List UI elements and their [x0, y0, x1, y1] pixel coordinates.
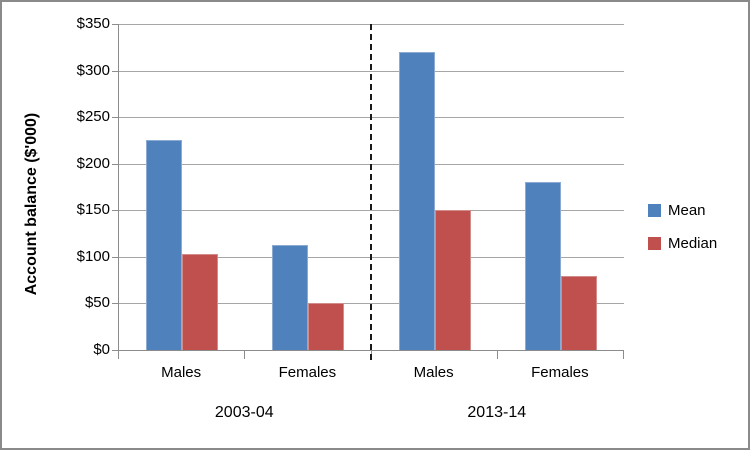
group-label-2013-14: 2013-14 [467, 404, 527, 421]
y-tick-200 [112, 163, 118, 165]
x-tick-0 [118, 351, 119, 359]
y-tick-0 [112, 350, 118, 351]
y-tick-50 [112, 303, 118, 305]
legend-label-median: Median [668, 235, 718, 252]
x-tick-4 [623, 351, 624, 359]
mean-bar-females-3 [524, 182, 561, 350]
x-tick-1 [244, 351, 246, 359]
group-label-2003-04: 2003-04 [214, 404, 274, 421]
legend-label-mean: Mean [668, 202, 706, 219]
gridline-200 [119, 163, 624, 165]
legend-item-mean: Mean [648, 202, 706, 219]
y-tick-300 [112, 70, 118, 72]
x-tick-3 [496, 351, 498, 359]
y-tick-250 [112, 117, 118, 119]
gridline-350 [119, 24, 624, 25]
median-bar-females-1 [308, 303, 345, 350]
y-tick-label-150: $150 [76, 201, 110, 219]
category-label-1: Females [278, 364, 337, 381]
gridline-100 [119, 256, 624, 258]
median-bar-males-0 [182, 254, 219, 350]
y-tick-label-100: $100 [76, 247, 110, 265]
mean-color-swatch [648, 204, 661, 217]
category-label-3: Females [531, 364, 589, 381]
y-tick-label-200: $200 [76, 154, 110, 172]
mean-bar-females-1 [272, 244, 309, 350]
median-color-swatch [648, 237, 661, 250]
gridline-300 [119, 70, 624, 72]
mean-bar-males-2 [398, 51, 435, 350]
y-tick-label-250: $250 [76, 108, 110, 126]
mean-bar-males-0 [146, 140, 183, 350]
median-bar-males-2 [434, 210, 471, 350]
legend-item-median: Median [648, 235, 717, 252]
gridline-50 [119, 303, 624, 305]
category-label-0: Males [161, 364, 202, 381]
y-tick-label-0: $0 [93, 341, 110, 358]
y-tick-150 [112, 210, 118, 212]
group-divider [369, 24, 372, 362]
y-tick-label-300: $300 [76, 61, 110, 79]
gridline-150 [119, 210, 624, 212]
y-tick-350 [112, 24, 118, 25]
y-tick-label-50: $50 [84, 294, 110, 312]
y-axis-title: Account balance ($'000) [23, 112, 40, 296]
y-tick-100 [112, 256, 118, 258]
y-tick-label-350: $350 [76, 15, 110, 32]
gridline-250 [119, 117, 624, 119]
median-bar-females-3 [560, 275, 597, 350]
category-label-2: Males [413, 364, 454, 381]
plot-area [118, 24, 624, 351]
